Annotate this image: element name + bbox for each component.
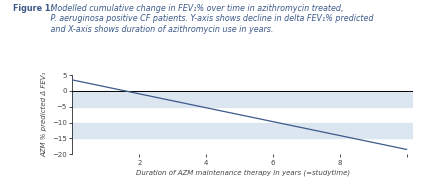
Text: Figure 1:: Figure 1: xyxy=(13,4,53,13)
Bar xyxy=(72,91,413,107)
Text: Modelled cumulative change in FEV₁% over time in azithromycin treated,
 P. aerug: Modelled cumulative change in FEV₁% over… xyxy=(48,4,373,34)
X-axis label: Duration of AZM maintenance therapy in years (=studytime): Duration of AZM maintenance therapy in y… xyxy=(136,170,350,177)
Y-axis label: AZM % predic​ted Δ FEV₁: AZM % predic​ted Δ FEV₁ xyxy=(42,72,48,157)
Bar xyxy=(72,123,413,138)
